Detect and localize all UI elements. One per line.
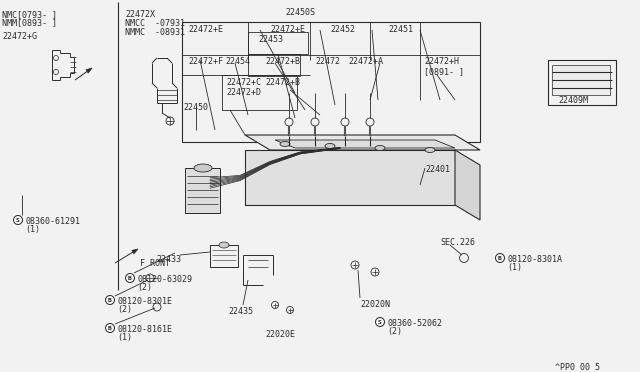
- Text: 22401: 22401: [425, 165, 450, 174]
- Text: (1): (1): [507, 263, 522, 272]
- Text: S: S: [378, 320, 382, 324]
- Polygon shape: [455, 150, 480, 220]
- Text: F RONT: F RONT: [140, 259, 170, 268]
- Text: SEC.226: SEC.226: [440, 238, 475, 247]
- Text: ^PP0 00 5: ^PP0 00 5: [555, 363, 600, 372]
- Polygon shape: [245, 135, 480, 150]
- Text: 22435: 22435: [228, 307, 253, 316]
- Text: 08120-8301E: 08120-8301E: [117, 297, 172, 306]
- Polygon shape: [86, 68, 92, 73]
- Bar: [548, 60, 616, 105]
- Text: NMM[0893- ]: NMM[0893- ]: [2, 18, 57, 27]
- Text: B: B: [108, 298, 112, 302]
- Polygon shape: [245, 150, 455, 205]
- Text: 22472: 22472: [315, 57, 340, 66]
- Text: 22472+B: 22472+B: [265, 57, 300, 66]
- Text: 22409M: 22409M: [558, 96, 588, 105]
- Text: (2): (2): [137, 283, 152, 292]
- Text: 22472X: 22472X: [125, 10, 155, 19]
- Text: 22472+H: 22472+H: [424, 57, 459, 66]
- Text: 22472+E: 22472+E: [188, 25, 223, 34]
- Text: B: B: [498, 256, 502, 260]
- Text: 22472+E: 22472+E: [270, 25, 305, 34]
- Text: (2): (2): [117, 305, 132, 314]
- Bar: [248, 32, 308, 54]
- Text: 22472+B: 22472+B: [265, 78, 300, 87]
- Text: 22472+D: 22472+D: [226, 88, 261, 97]
- Text: 22433: 22433: [156, 255, 181, 264]
- Ellipse shape: [375, 145, 385, 151]
- Text: (2): (2): [387, 327, 402, 336]
- Bar: [222, 75, 297, 110]
- Ellipse shape: [194, 164, 212, 172]
- Polygon shape: [275, 140, 455, 148]
- Text: 22472+C: 22472+C: [226, 78, 261, 87]
- Text: (1): (1): [117, 333, 132, 342]
- Text: 22472+A: 22472+A: [348, 57, 383, 66]
- Text: [0891- ]: [0891- ]: [424, 67, 464, 76]
- Bar: [552, 65, 610, 95]
- Text: 22472+G: 22472+G: [2, 32, 37, 41]
- Ellipse shape: [425, 148, 435, 153]
- Text: 08120-8301A: 08120-8301A: [507, 255, 562, 264]
- Text: 22472+F: 22472+F: [188, 57, 223, 66]
- Bar: [248, 54, 300, 76]
- Ellipse shape: [280, 141, 290, 147]
- Polygon shape: [132, 249, 138, 254]
- Text: NMCC  -07931: NMCC -07931: [125, 19, 185, 28]
- Ellipse shape: [219, 242, 229, 248]
- Text: 22451: 22451: [388, 25, 413, 34]
- Text: 22450: 22450: [183, 103, 208, 112]
- Text: (1): (1): [25, 225, 40, 234]
- Text: 22453: 22453: [258, 35, 283, 44]
- Text: 08360-61291: 08360-61291: [25, 217, 80, 226]
- Text: 22020N: 22020N: [360, 300, 390, 309]
- Text: 22454: 22454: [225, 57, 250, 66]
- Text: 22020E: 22020E: [265, 330, 295, 339]
- Text: NMC[0793- ]: NMC[0793- ]: [2, 10, 57, 19]
- Polygon shape: [185, 168, 220, 213]
- Text: 08120-63029: 08120-63029: [137, 275, 192, 284]
- Text: 22450S: 22450S: [285, 8, 315, 17]
- Text: NMMC  -08931: NMMC -08931: [125, 28, 185, 37]
- Text: B: B: [128, 276, 132, 280]
- Ellipse shape: [325, 144, 335, 148]
- Text: 08360-52062: 08360-52062: [387, 319, 442, 328]
- Text: S: S: [16, 218, 20, 222]
- Text: 08120-8161E: 08120-8161E: [117, 325, 172, 334]
- Bar: [210, 245, 238, 267]
- Text: B: B: [108, 326, 112, 330]
- Bar: [182, 22, 480, 142]
- Text: 22452: 22452: [330, 25, 355, 34]
